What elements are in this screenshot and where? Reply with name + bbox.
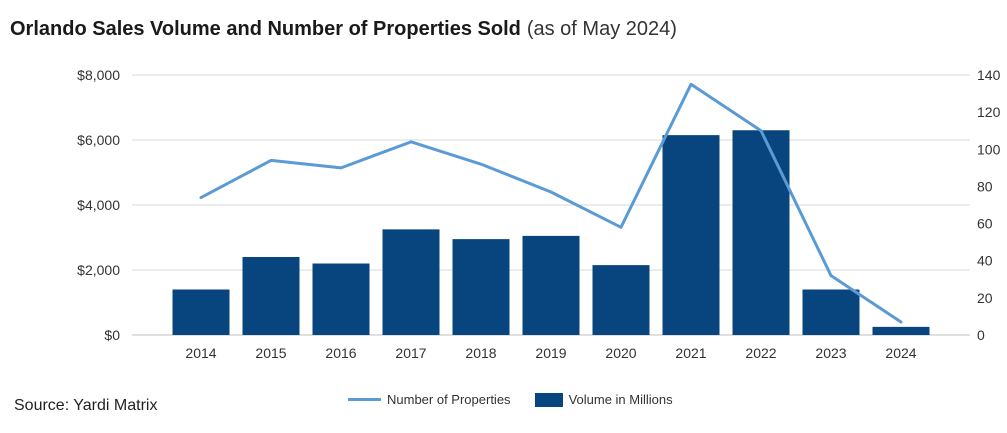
x-tick-label: 2017 — [395, 345, 426, 361]
chart-title-main: Orlando Sales Volume and Number of Prope… — [10, 18, 521, 40]
right-tick-label: 40 — [977, 253, 993, 269]
right-tick-label: 0 — [977, 327, 985, 343]
right-tick-label: 20 — [977, 290, 993, 306]
right-tick-label: 120 — [977, 104, 1001, 120]
volume-bars — [172, 130, 930, 335]
bar-2020 — [592, 265, 650, 335]
source-note: Source: Yardi Matrix — [14, 397, 158, 414]
x-tick-label: 2016 — [325, 345, 356, 361]
x-tick-label: 2021 — [675, 345, 706, 361]
bar-2015 — [242, 257, 300, 335]
x-tick-label: 2018 — [465, 345, 496, 361]
x-tick-label: 2024 — [885, 345, 916, 361]
bar-2022 — [732, 130, 790, 335]
x-tick-label: 2019 — [535, 345, 566, 361]
chart-title-subtitle: (as of May 2024) — [526, 18, 677, 40]
x-tick-label: 2020 — [605, 345, 636, 361]
left-tick-label: $0 — [104, 327, 120, 343]
bar-2017 — [382, 229, 440, 335]
legend-bar-swatch — [534, 392, 563, 407]
right-tick-label: 140 — [977, 67, 1001, 83]
legend-line-swatch — [348, 398, 381, 401]
x-tick-label: 2023 — [815, 345, 846, 361]
bar-2014 — [172, 289, 230, 335]
bar-2019 — [522, 235, 580, 335]
x-axis-ticks: 2014 2015 2016 2017 2018 2019 2020 2021 2022 2023… — [185, 345, 916, 361]
properties-line-series — [199, 82, 903, 324]
right-axis-ticks: 0 20 40 60 80 100 120 140 — [977, 67, 1001, 343]
right-tick-label: 100 — [977, 141, 1001, 157]
left-tick-label: $4,000 — [77, 197, 120, 213]
bar-2018 — [452, 239, 510, 335]
left-tick-label: $6,000 — [77, 132, 120, 148]
bar-2024 — [872, 326, 930, 335]
x-tick-label: 2015 — [255, 345, 286, 361]
bar-2016 — [312, 263, 370, 335]
bar-2021 — [662, 135, 720, 335]
right-tick-label: 80 — [977, 178, 993, 194]
legend-line-label: Number of Properties — [387, 392, 511, 407]
right-tick-label: 60 — [977, 216, 993, 232]
left-tick-label: $8,000 — [77, 67, 120, 83]
chart-title: Orlando Sales Volume and Number of Prope… — [10, 18, 677, 41]
x-tick-label: 2022 — [745, 345, 776, 361]
x-tick-label: 2014 — [185, 345, 216, 361]
left-axis-ticks: $0 $2,000 $4,000 $6,000 $8,000 — [77, 67, 120, 343]
left-tick-label: $2,000 — [77, 262, 120, 278]
bar-2023 — [802, 289, 860, 335]
legend: Number of Properties Volume in Millions — [348, 392, 673, 407]
legend-bar-label: Volume in Millions — [568, 392, 673, 407]
